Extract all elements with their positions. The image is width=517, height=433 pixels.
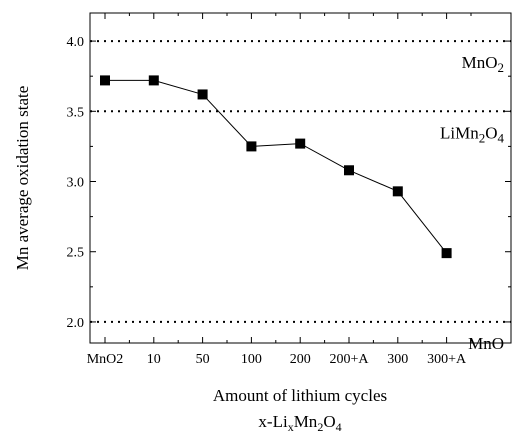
reference-label: MnO	[468, 334, 504, 353]
reference-lines: MnO2 LiMn2O4 MnO	[90, 40, 511, 353]
x-tick-label: 100	[241, 352, 262, 367]
y-tick-label: 3.5	[67, 105, 85, 120]
data-point-marker	[246, 141, 257, 152]
x-tick-label: 200	[290, 352, 311, 367]
data-point-marker	[197, 89, 208, 100]
x-tick-label: 300	[387, 352, 408, 367]
x-axis-subtitle: x-LixMn2O4	[258, 412, 341, 433]
data-point-marker	[344, 165, 354, 176]
x-tick-label: 300+A	[427, 352, 467, 367]
x-tick-label: 200+A	[329, 352, 369, 367]
series-markers	[100, 75, 452, 259]
x-tick-label: 10	[147, 352, 161, 367]
reference-label: MnO2	[462, 53, 504, 75]
data-point-marker	[148, 75, 159, 86]
x-axis-title: Amount of lithium cycles	[213, 386, 387, 405]
x-axis: MnO2 10 50 100 200 200+A 300 300+A	[87, 13, 472, 367]
plot-frame	[89, 12, 512, 344]
series-polyline	[105, 79, 447, 254]
x-tick-label: MnO2	[87, 352, 124, 367]
y-tick-label: 2.5	[67, 246, 85, 261]
data-point-marker	[441, 248, 452, 259]
y-axis-title: Mn average oxidation state	[13, 86, 32, 271]
y-axis: 2.0 2.5 3.0 3.5 4.0	[67, 35, 511, 331]
y-tick-label: 3.0	[67, 176, 85, 191]
y-tick-label: 2.0	[67, 316, 85, 331]
series-line	[105, 79, 447, 254]
data-point-marker	[100, 75, 110, 86]
data-point-marker	[392, 186, 403, 197]
data-point-marker	[295, 138, 306, 149]
x-tick-label: 50	[196, 352, 210, 367]
reference-label: LiMn2O4	[440, 123, 505, 145]
y-tick-label: 4.0	[67, 35, 85, 50]
